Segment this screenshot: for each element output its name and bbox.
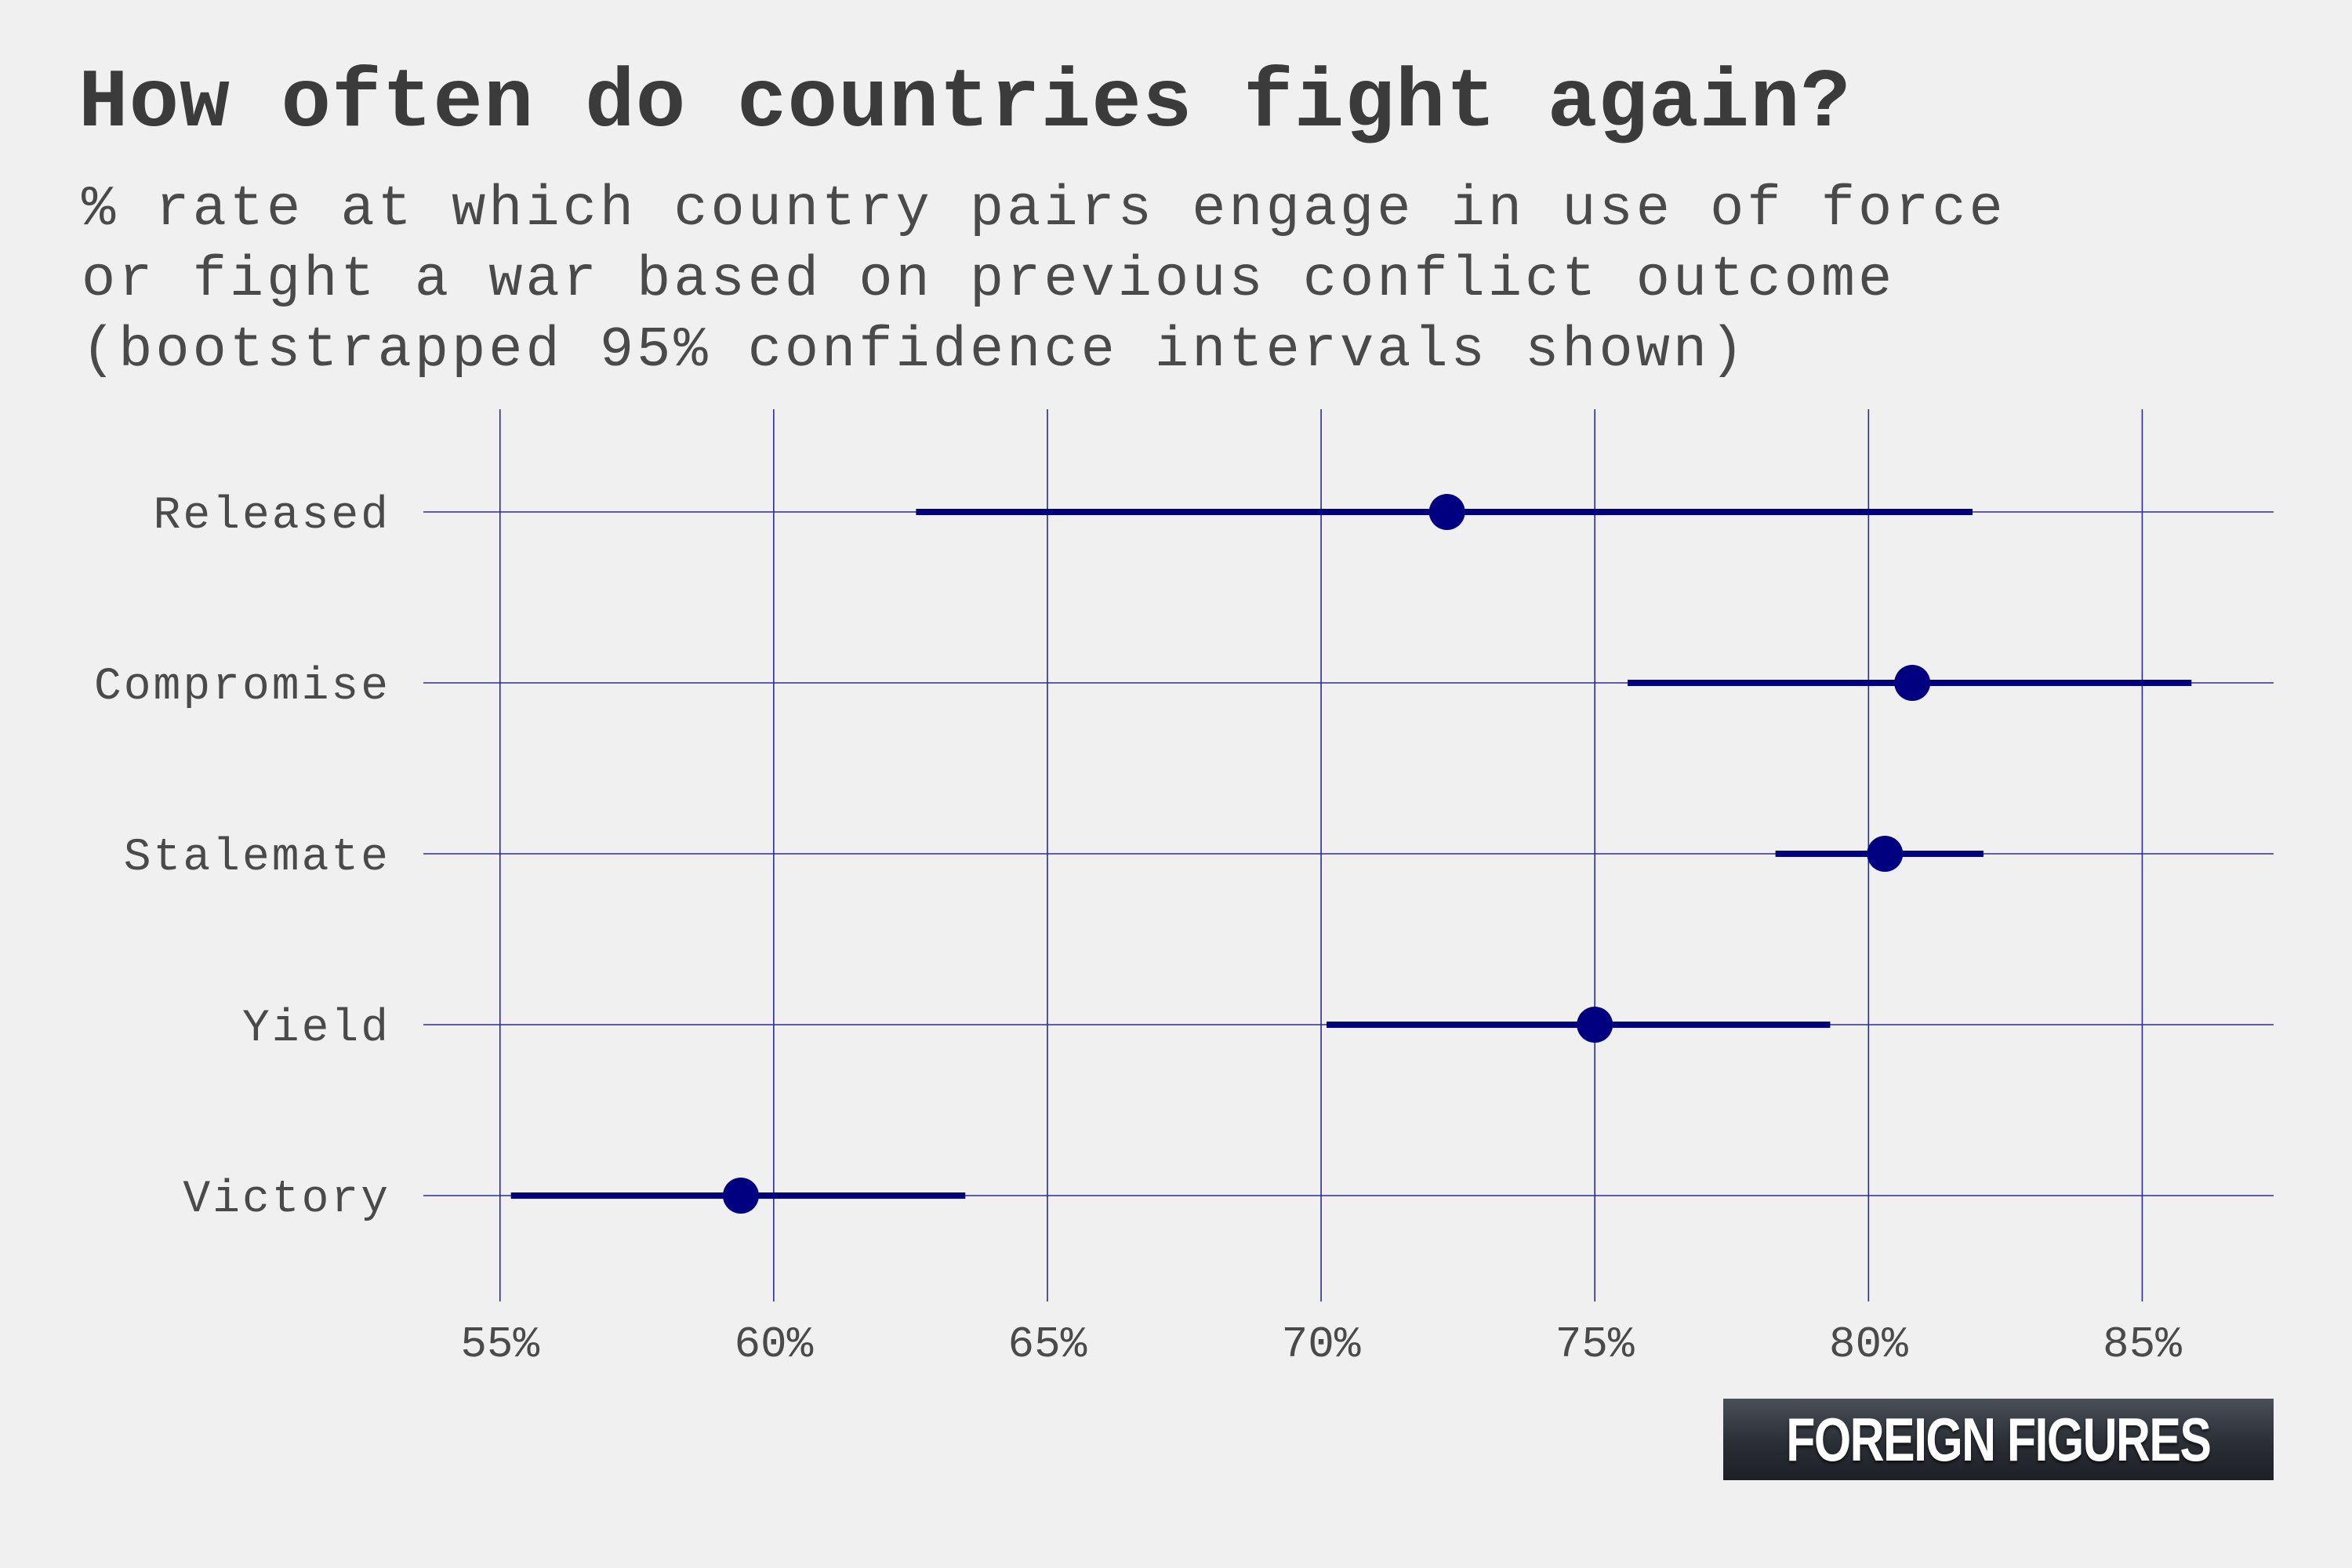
x-tick-label-80: 80% bbox=[1829, 1319, 1908, 1370]
x-tick-label-70: 70% bbox=[1282, 1319, 1361, 1370]
data-marks bbox=[510, 494, 2192, 1214]
foreign-figures-logo: FOREIGN FIGURES bbox=[1723, 1399, 2274, 1480]
x-tick-label-55: 55% bbox=[460, 1319, 539, 1370]
point-released bbox=[1428, 494, 1465, 530]
category-axis: Released Compromise Stalemate Yield Victory bbox=[94, 491, 390, 1225]
point-stalemate bbox=[1867, 836, 1904, 872]
chart-subtitle: % rate at which country pairs engage in … bbox=[82, 177, 2006, 383]
category-label-victory: Victory bbox=[183, 1174, 390, 1225]
x-axis: 55% 60% 65% 70% 75% 80% 85% bbox=[460, 1319, 2182, 1370]
category-label-stalemate: Stalemate bbox=[124, 833, 390, 884]
point-compromise bbox=[1894, 665, 1931, 701]
grid bbox=[423, 409, 2274, 1301]
category-label-yield: Yield bbox=[242, 1004, 390, 1054]
x-tick-label-85: 85% bbox=[2103, 1319, 2182, 1370]
x-tick-label-60: 60% bbox=[734, 1319, 813, 1370]
category-label-released: Released bbox=[154, 491, 390, 542]
point-victory bbox=[722, 1178, 759, 1214]
x-tick-label-75: 75% bbox=[1555, 1319, 1635, 1370]
logo-text: FOREIGN FIGURES bbox=[1786, 1404, 2212, 1474]
category-label-compromise: Compromise bbox=[94, 662, 390, 713]
point-yield bbox=[1577, 1007, 1613, 1043]
chart-title: How often do countries fight again? bbox=[78, 56, 1852, 151]
x-tick-label-65: 65% bbox=[1008, 1319, 1087, 1370]
